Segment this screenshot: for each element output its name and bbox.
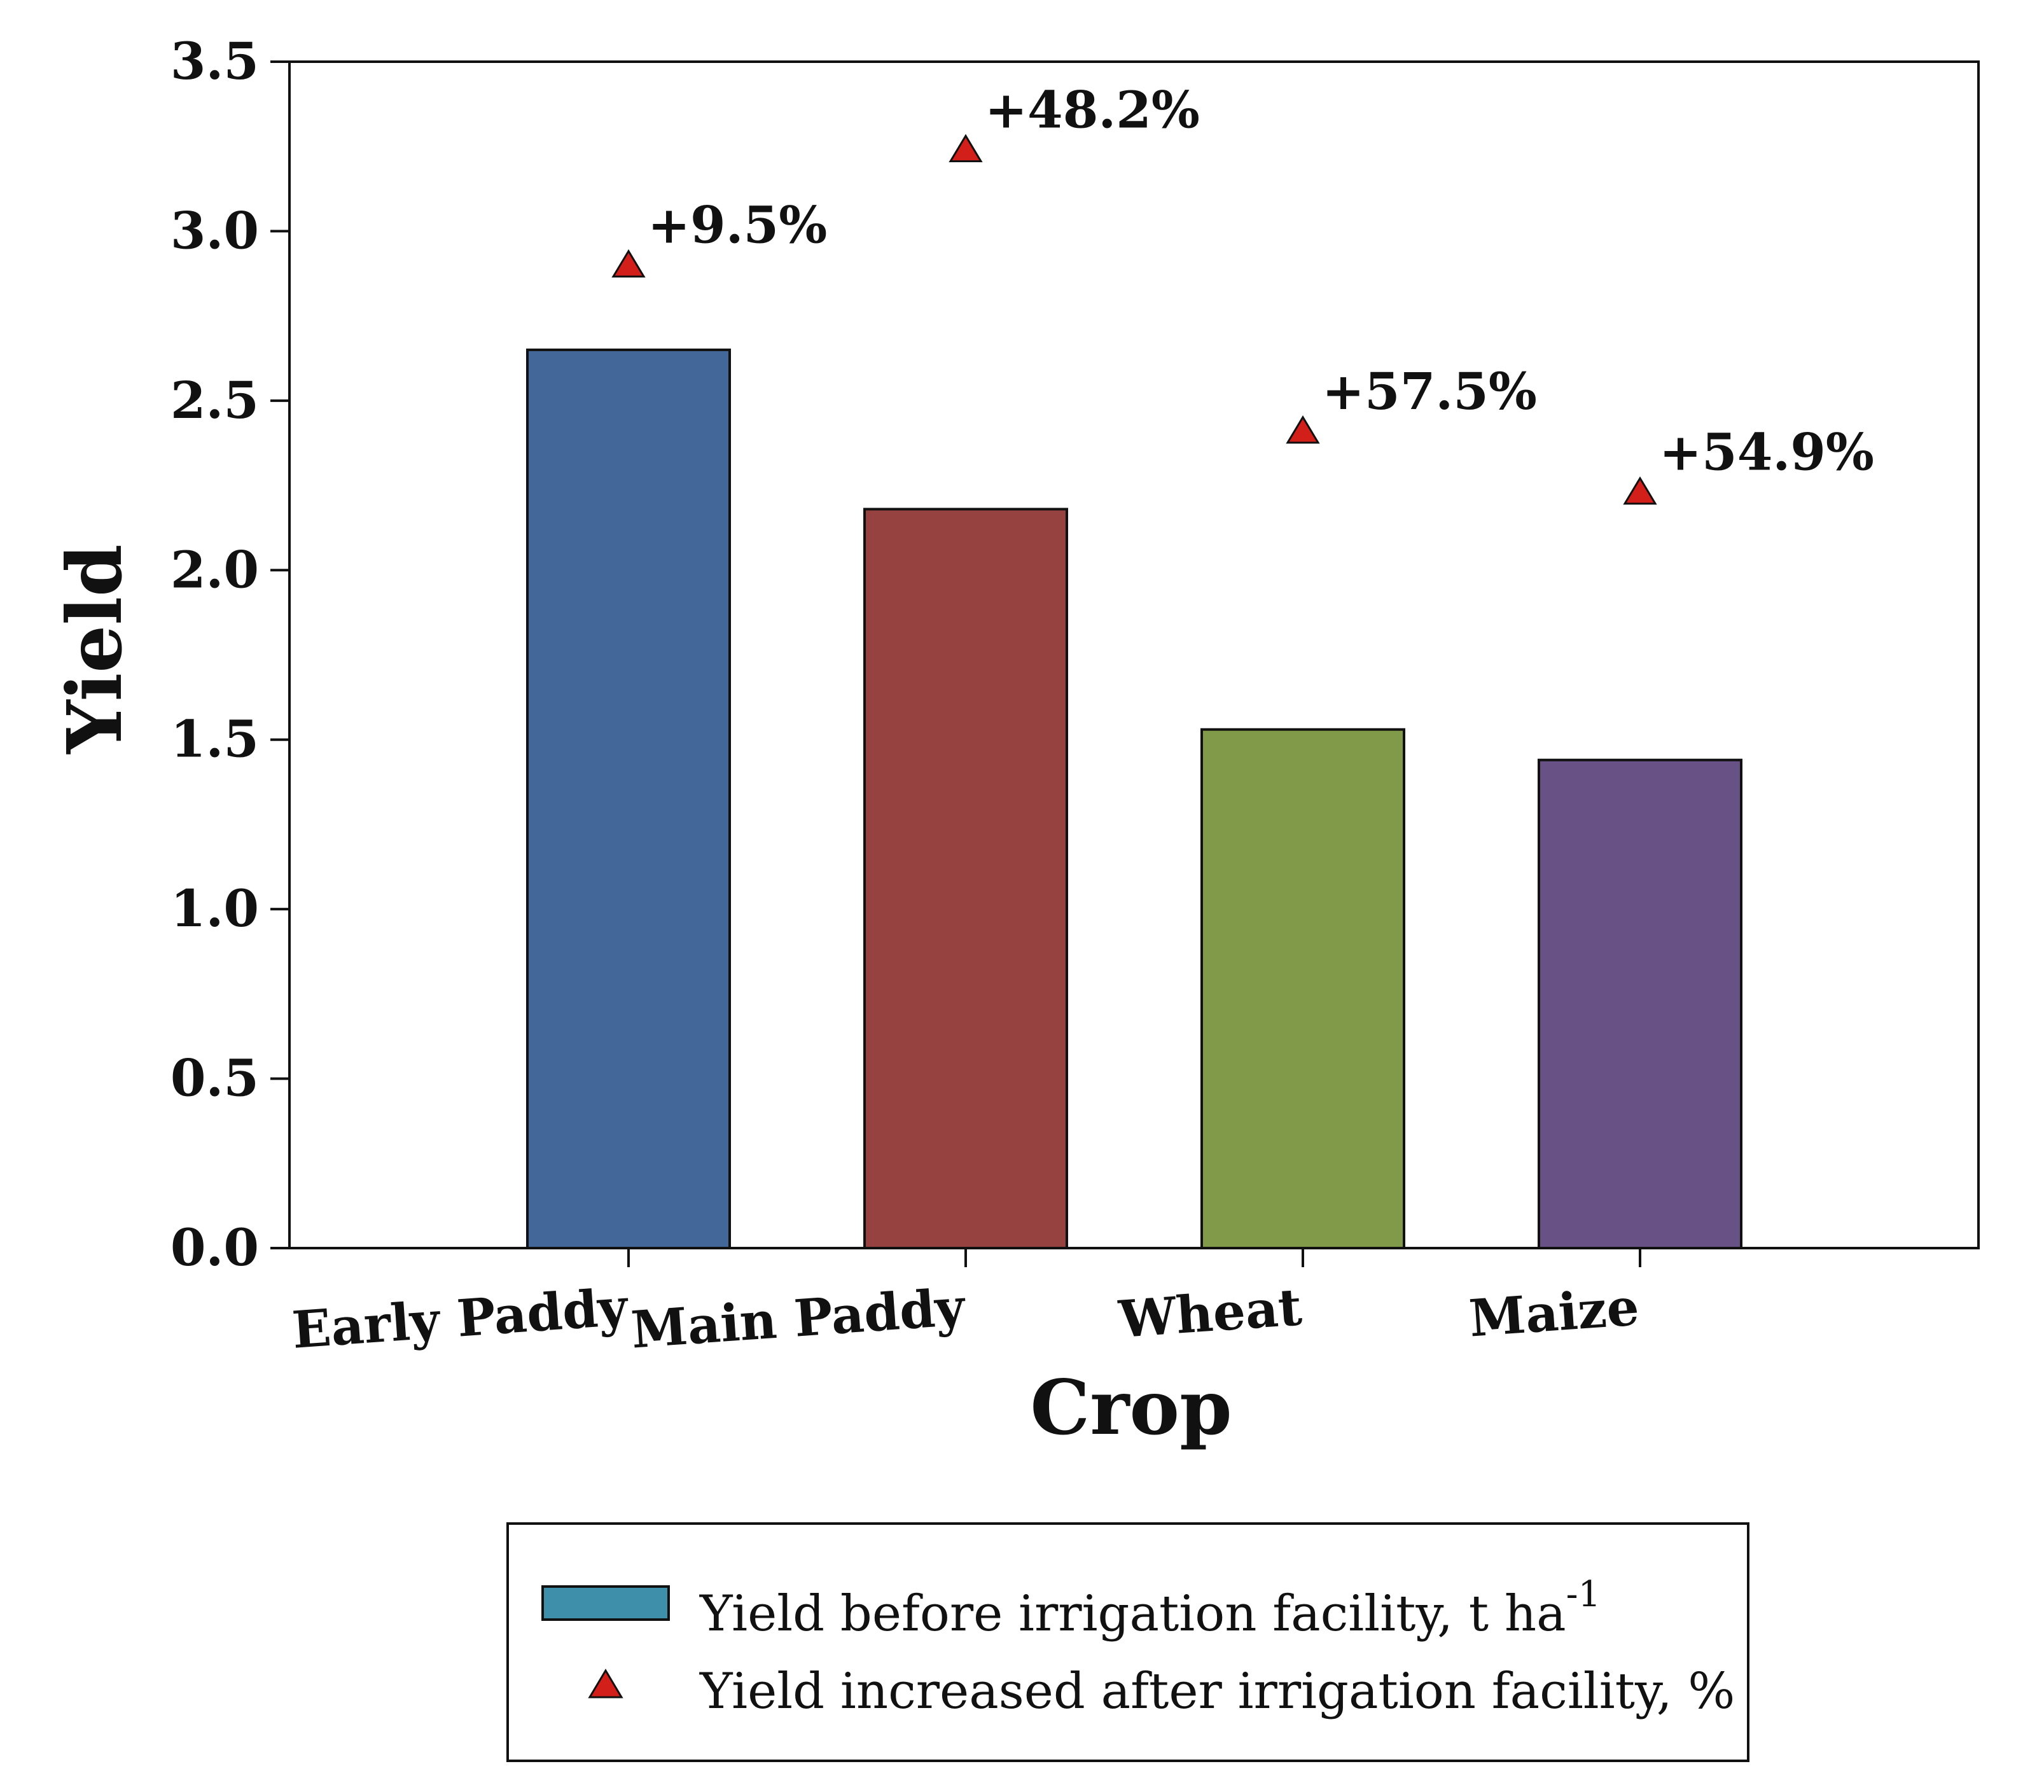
legend: Yield before irrigation facility, t ha-1… [506, 1522, 1749, 1762]
legend-marker-label: Yield increased after irrigation facilit… [699, 1663, 1735, 1720]
legend-bar-text: Yield before irrigation facility, t ha [699, 1585, 1566, 1643]
y-axis-label: Yield [50, 544, 139, 754]
data-label: +54.9% [1659, 422, 1874, 482]
data-label: +48.2% [985, 80, 1200, 140]
x-tick-label: Wheat [1116, 1277, 1304, 1349]
bar-early-paddy [526, 348, 731, 1249]
y-tick-label: 1.0 [170, 879, 259, 938]
data-label: +57.5% [1322, 361, 1537, 421]
bar-maize [1538, 758, 1742, 1249]
y-tick-label: 3.5 [170, 31, 259, 91]
legend-triangle-icon [588, 1669, 623, 1698]
marker-triangle [1623, 476, 1657, 505]
bar-wheat [1200, 728, 1405, 1249]
y-tick-label: 1.5 [170, 709, 259, 769]
bar-main-paddy [863, 508, 1068, 1249]
y-tick-label: 0.5 [170, 1048, 259, 1108]
legend-bar-label: Yield before irrigation facility, t ha-1 [699, 1574, 1601, 1643]
bars-group [526, 348, 1742, 1249]
y-axis: 0.0 0.5 1.0 1.5 2.0 2.5 3.0 3.5 [170, 31, 289, 1277]
y-tick-label: 3.0 [170, 200, 259, 260]
legend-box [506, 1522, 1749, 1762]
marker-triangle [1286, 415, 1320, 444]
x-tick-label: Maize [1467, 1277, 1641, 1348]
markers-group: +9.5% +48.2% +57.5% +54.9% [611, 80, 1874, 505]
plot-area: +9.5% +48.2% +57.5% +54.9% [288, 60, 1980, 1249]
data-label: +9.5% [648, 195, 827, 255]
legend-bar-swatch [541, 1585, 670, 1621]
marker-triangle [949, 134, 983, 163]
y-tick-label: 2.5 [170, 370, 259, 430]
y-tick-label: 2.0 [170, 539, 259, 599]
y-tick-label: 0.0 [170, 1218, 259, 1277]
plot-frame [288, 60, 1980, 1249]
marker-triangle [611, 249, 646, 278]
x-axis-label: Crop [1030, 1363, 1232, 1452]
x-axis: Early Paddy Main Paddy Wheat Maize [290, 1248, 1641, 1360]
legend-bar-superscript: -1 [1566, 1574, 1601, 1615]
